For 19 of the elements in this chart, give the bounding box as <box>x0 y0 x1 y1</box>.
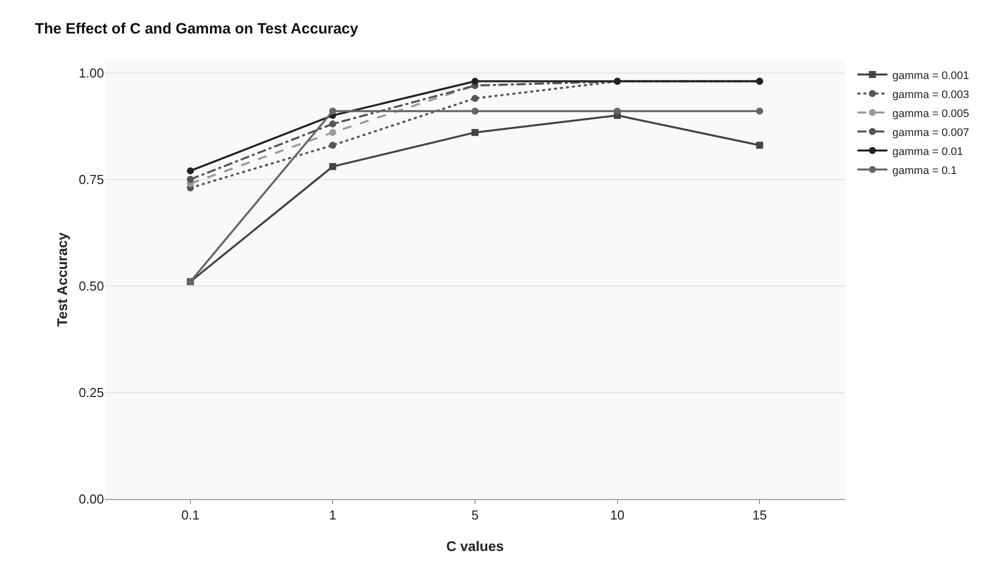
legend-label: gamma = 0.001 <box>892 70 970 82</box>
legend-label: gamma = 0.1 <box>892 164 957 177</box>
y-tick-label: 0.00 <box>78 492 104 507</box>
chart-title: The Effect of C and Gamma on Test Accuracy <box>34 20 359 38</box>
legend-label: gamma = 0.003 <box>892 88 970 101</box>
y-axis-title: Test Accuracy <box>54 232 70 327</box>
y-tick-label: 1.00 <box>78 65 104 80</box>
legend-label: gamma = 0.005 <box>892 108 970 120</box>
x-axis-title: C values <box>446 538 504 554</box>
x-tick-label: 10 <box>610 508 625 523</box>
y-tick-label: 0.50 <box>78 278 104 294</box>
x-tick-label: 0.1 <box>181 508 200 523</box>
x-tick-label: 15 <box>752 508 767 523</box>
y-tick-label: 0.25 <box>78 385 104 400</box>
x-tick-label: 1 <box>329 508 336 523</box>
x-tick-label: 5 <box>471 508 479 523</box>
legend-label: gamma = 0.01 <box>892 146 964 158</box>
y-tick-label: 0.75 <box>78 172 104 187</box>
legend-label: gamma = 0.007 <box>892 126 970 139</box>
